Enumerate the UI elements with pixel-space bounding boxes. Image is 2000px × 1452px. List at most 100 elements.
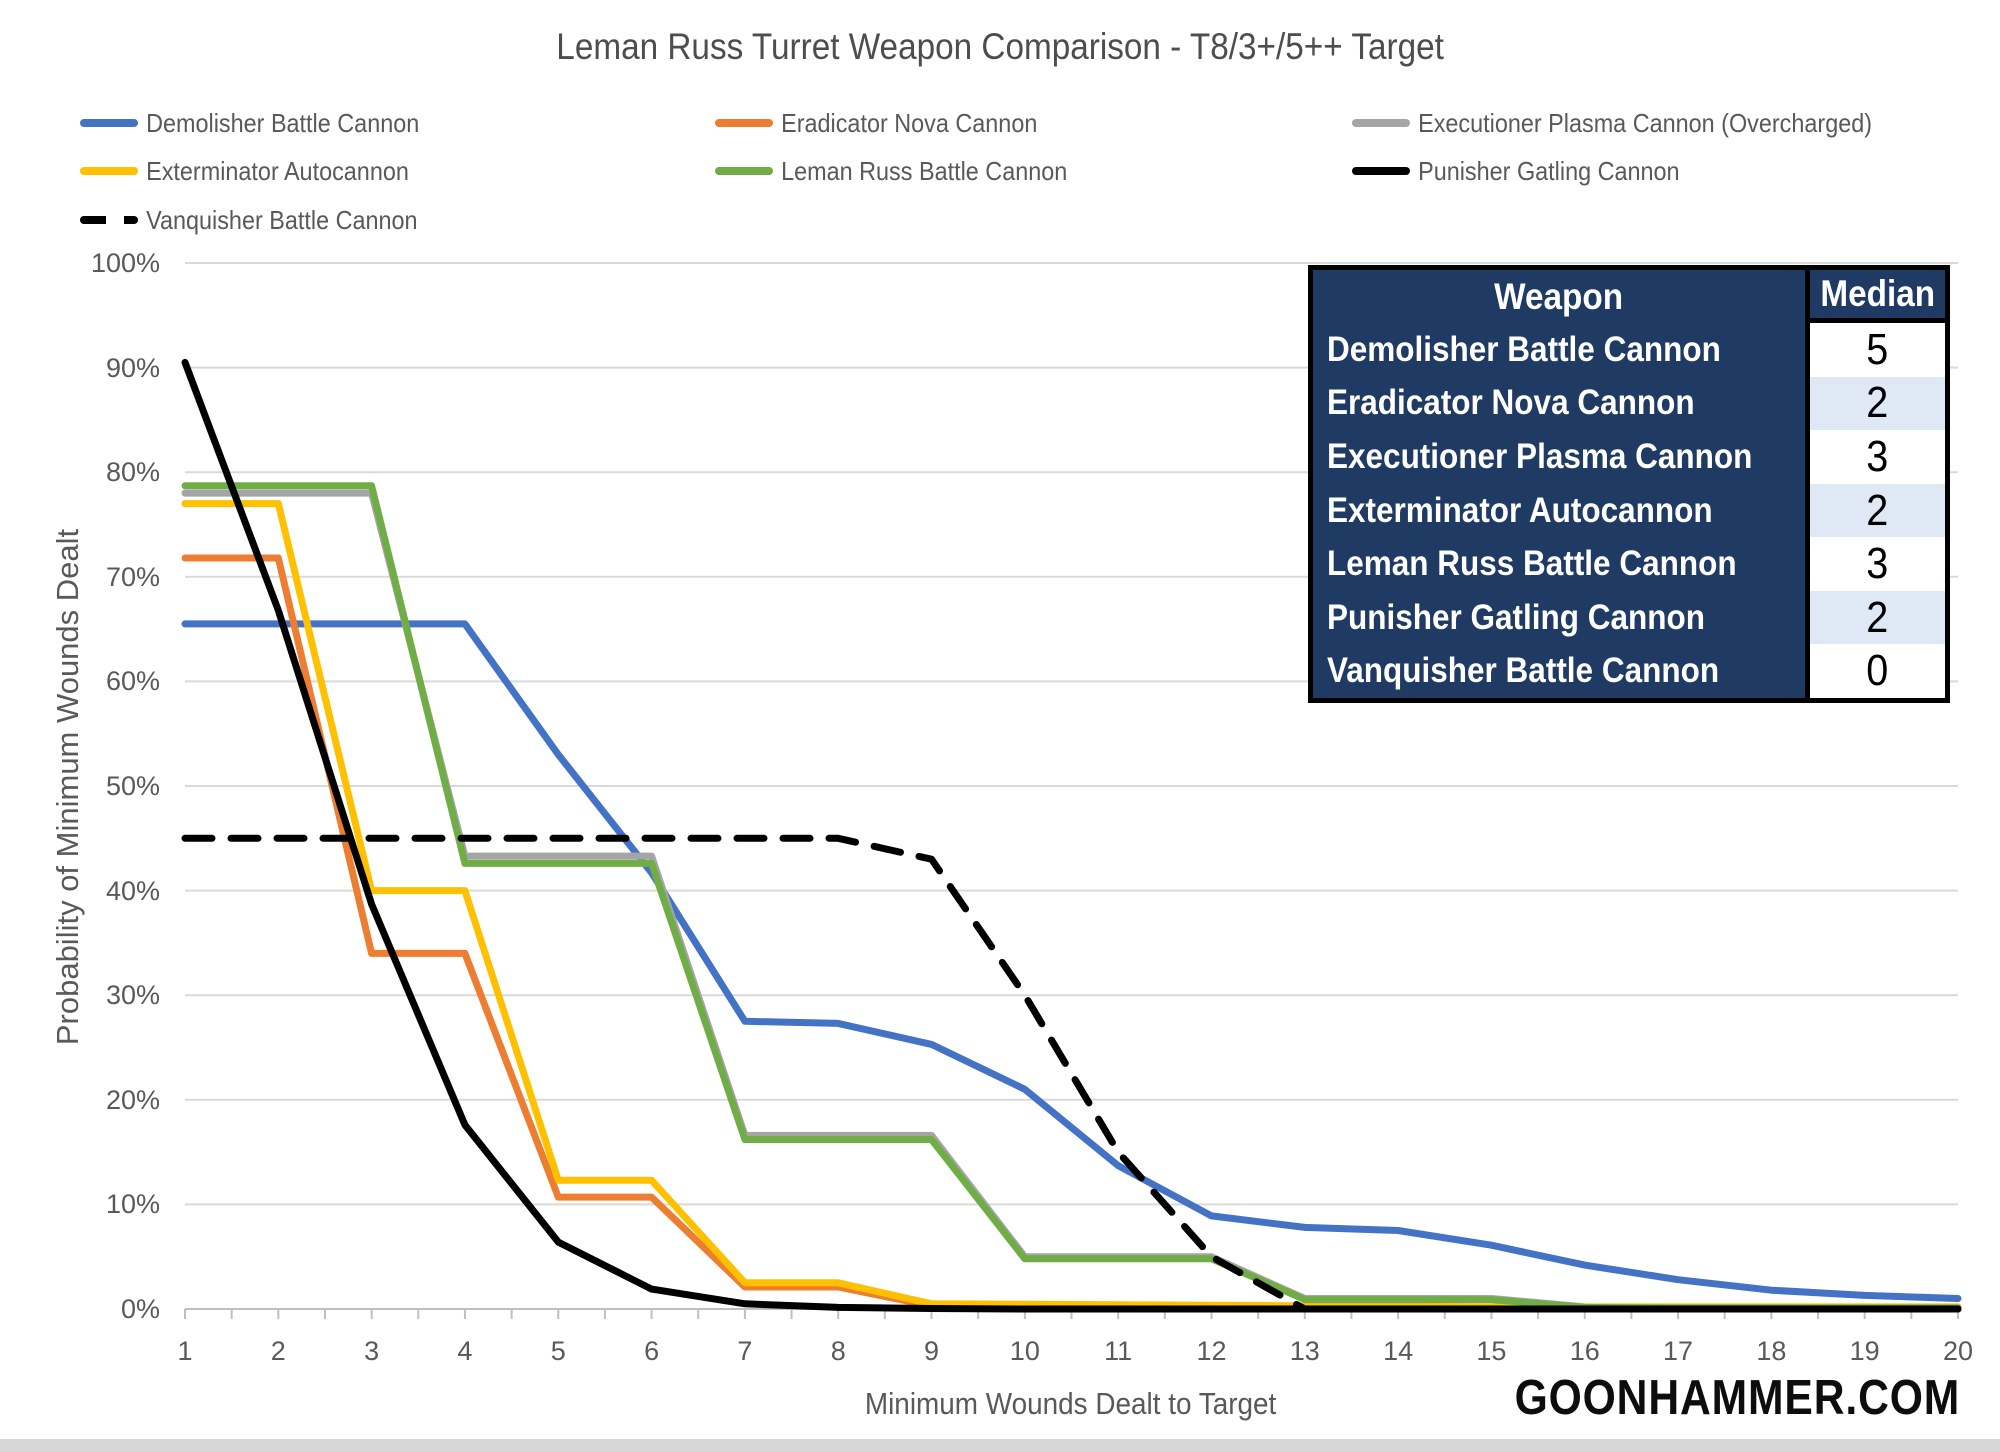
legend-label: Punisher Gatling Cannon [1418, 155, 1680, 186]
legend-item-executioner-plasma-cannon-overcharged: Executioner Plasma Cannon (Overcharged) [1352, 105, 1923, 141]
table-row-executioner-plasma-cannon: Executioner Plasma Cannon 3 [1313, 430, 1945, 484]
x-axis-tick-label: 12 [1196, 1336, 1227, 1366]
y-axis-tick-label: 10% [105, 1189, 160, 1220]
x-axis-tick-label: 10 [1009, 1336, 1040, 1366]
median-value-cell: 0 [1805, 644, 1945, 699]
weapon-name: Exterminator Autocannon [1327, 490, 1713, 530]
median-value-cell: 2 [1805, 376, 1945, 431]
median-value: 0 [1866, 646, 1889, 696]
y-axis-tick-label: 60% [105, 666, 160, 697]
table-row-vanquisher-battle-cannon: Vanquisher Battle Cannon 0 [1313, 644, 1945, 699]
x-axis-tick-label: 19 [1849, 1336, 1880, 1366]
legend-swatch-icon [80, 216, 138, 224]
weapon-name: Executioner Plasma Cannon [1327, 436, 1753, 476]
median-value: 3 [1866, 539, 1889, 589]
weapon-name: Demolisher Battle Cannon [1327, 329, 1721, 369]
legend-item-vanquisher-battle-cannon: Vanquisher Battle Cannon [80, 202, 449, 238]
median-value-cell: 2 [1805, 590, 1945, 645]
legend-label: Demolisher Battle Cannon [146, 107, 420, 138]
x-axis-tick-label: 11 [1104, 1336, 1133, 1366]
x-axis-tick-label: 3 [364, 1336, 380, 1366]
legend-item-punisher-gatling-cannon: Punisher Gatling Cannon [1352, 153, 1710, 189]
legend-swatch-icon [715, 167, 773, 175]
weapon-name: Leman Russ Battle Cannon [1327, 544, 1737, 584]
median-value-cell: 3 [1805, 537, 1945, 591]
y-axis-tick-label: 40% [105, 875, 160, 906]
legend-label: Vanquisher Battle Cannon [146, 204, 418, 235]
watermark-text: GOONHAMMER.COM [1514, 1371, 1960, 1425]
legend-swatch-icon [1352, 167, 1410, 175]
page-title-text: Leman Russ Turret Weapon Comparison - T8… [556, 26, 1444, 67]
x-axis-tick-label: 18 [1756, 1336, 1787, 1366]
y-axis-tick-label: 70% [105, 561, 160, 592]
weapon-name-cell: Exterminator Autocannon [1313, 483, 1805, 538]
x-axis-tick-label: 20 [1942, 1336, 1974, 1366]
watermark-goonhammer: GOONHAMMER.COM [1448, 1372, 1960, 1424]
legend-swatch-icon [80, 167, 138, 175]
weapon-name-cell: Demolisher Battle Cannon [1313, 323, 1805, 377]
table-row-punisher-gatling-cannon: Punisher Gatling Cannon 2 [1313, 590, 1945, 645]
weapon-name: Eradicator Nova Cannon [1327, 383, 1695, 423]
median-value: 2 [1866, 485, 1889, 535]
legend-label: Eradicator Nova Cannon [781, 107, 1038, 138]
x-axis-tick-label: 4 [457, 1336, 473, 1366]
table-row-eradicator-nova-cannon: Eradicator Nova Cannon 2 [1313, 376, 1945, 431]
table-row-leman-russ-battle-cannon: Leman Russ Battle Cannon 3 [1313, 537, 1945, 591]
median-value-cell: 3 [1805, 430, 1945, 484]
y-axis-tick-label: 20% [105, 1084, 160, 1115]
median-value: 2 [1866, 592, 1889, 642]
x-axis-tick-label: 9 [924, 1336, 940, 1366]
x-axis-tick-label: 8 [830, 1336, 846, 1366]
median-value: 2 [1866, 378, 1889, 428]
x-axis-tick-label: 16 [1569, 1336, 1600, 1366]
weapon-name-cell: Punisher Gatling Cannon [1313, 590, 1805, 645]
x-axis-tick-label: 2 [270, 1336, 286, 1366]
median-value-cell: 5 [1805, 323, 1945, 377]
median-header-cell: Median [1805, 270, 1945, 323]
legend: Demolisher Battle Cannon Eradicator Nova … [0, 0, 2000, 250]
weapon-header-cell: Weapon [1313, 270, 1805, 323]
weapon-name: Vanquisher Battle Cannon [1327, 651, 1720, 691]
page-title: Leman Russ Turret Weapon Comparison - T8… [0, 26, 2000, 68]
median-value-cell: 2 [1805, 483, 1945, 538]
legend-label: Executioner Plasma Cannon (Overcharged) [1418, 107, 1873, 138]
y-axis-tick-label: 0% [120, 1294, 160, 1324]
x-axis-tick-label: 15 [1476, 1336, 1507, 1366]
weapon-name-cell: Leman Russ Battle Cannon [1313, 537, 1805, 591]
x-axis-tick-label: 7 [737, 1336, 753, 1366]
weapon-name-cell: Executioner Plasma Cannon [1313, 430, 1805, 484]
table-row-exterminator-autocannon: Exterminator Autocannon 2 [1313, 483, 1945, 538]
legend-label: Exterminator Autocannon [146, 155, 409, 186]
y-axis-tick-label: 90% [105, 352, 160, 383]
median-table: Weapon Median Demolisher Battle Cannon 5 E… [1308, 265, 1950, 703]
weapon-name-cell: Eradicator Nova Cannon [1313, 376, 1805, 431]
legend-item-demolisher-battle-cannon: Demolisher Battle Cannon [80, 105, 451, 141]
x-axis-tick-label: 14 [1383, 1336, 1414, 1366]
median-value: 5 [1866, 324, 1889, 374]
median-header-label: Median [1820, 273, 1935, 314]
y-axis-tick-label: 80% [105, 457, 160, 488]
median-table-header: Weapon Median [1313, 270, 1945, 323]
y-axis-title: Probability of Minimum Wounds Dealt [50, 528, 85, 1046]
y-axis-tick-label: 30% [105, 980, 160, 1011]
weapon-name: Punisher Gatling Cannon [1327, 597, 1706, 637]
legend-item-leman-russ-battle-cannon: Leman Russ Battle Cannon [715, 153, 1100, 189]
legend-label: Leman Russ Battle Cannon [781, 155, 1068, 186]
legend-swatch-icon [1352, 119, 1410, 127]
legend-swatch-icon [715, 119, 773, 127]
x-axis-tick-label: 6 [644, 1336, 660, 1366]
y-axis-tick-label: 50% [105, 771, 160, 801]
x-axis-tick-label: 1 [177, 1336, 193, 1366]
legend-item-eradicator-nova-cannon: Eradicator Nova Cannon [715, 105, 1067, 141]
x-axis-tick-label: 13 [1289, 1336, 1320, 1366]
series-line-vanquisher-battle-cannon [181, 834, 1962, 1313]
legend-swatch-icon [80, 119, 138, 127]
x-axis-tick-label: 17 [1663, 1336, 1694, 1366]
x-axis-tick-label: 5 [550, 1336, 566, 1366]
x-axis-title: Minimum Wounds Dealt to Target [771, 1386, 1371, 1422]
legend-item-exterminator-autocannon: Exterminator Autocannon [80, 153, 439, 189]
y-axis-tick-label: 100% [90, 248, 160, 278]
weapon-name-cell: Vanquisher Battle Cannon [1313, 644, 1805, 699]
